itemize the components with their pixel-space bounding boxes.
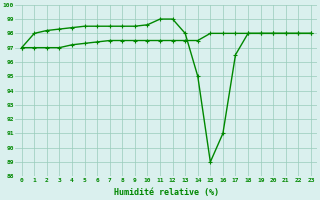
X-axis label: Humidité relative (%): Humidité relative (%) xyxy=(114,188,219,197)
